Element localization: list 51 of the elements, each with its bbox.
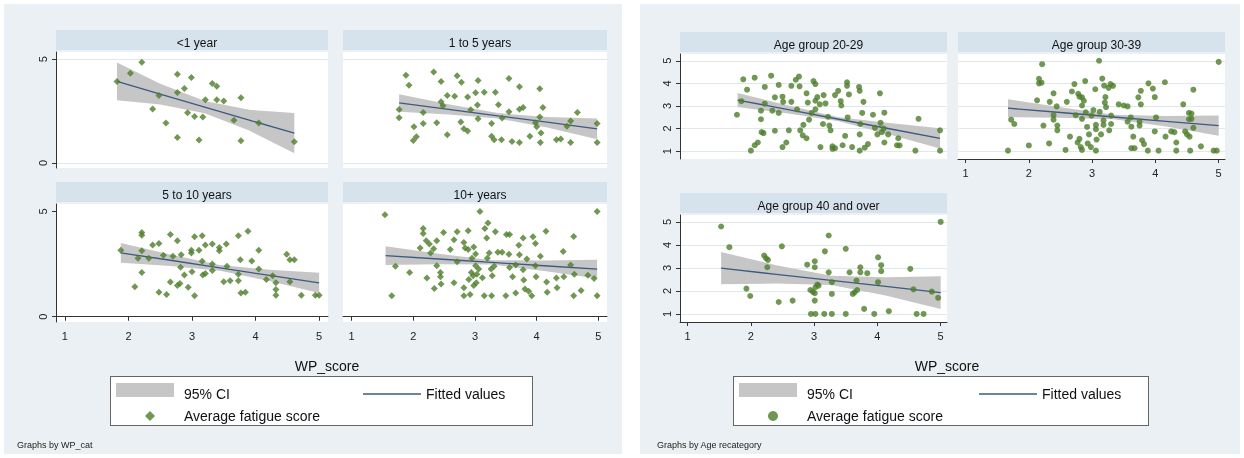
x-tick-label: 1: [962, 166, 969, 179]
text: Graphs by Age recategory: [657, 439, 763, 450]
y-tick-label: 5: [660, 218, 673, 225]
x-tick-label: 5: [937, 329, 944, 342]
x-tick-label: 4: [533, 329, 540, 342]
chart-title: 1 to 5 years: [448, 36, 512, 50]
x-tick-label: 3: [811, 329, 818, 342]
x-tick-label: 4: [1152, 166, 1159, 179]
y-tick-label: 4: [660, 241, 673, 248]
y-tick-label: 5: [36, 208, 49, 215]
y-tick-label: 1: [660, 148, 673, 155]
x-tick-label: 5: [1215, 166, 1222, 179]
x-tick-label: 5: [316, 329, 323, 342]
chart-title: Age group 30-39: [1051, 38, 1142, 52]
y-tick-label: 3: [660, 264, 673, 271]
y-tick-label: 5: [36, 56, 49, 63]
y-tick-label: 4: [660, 80, 673, 87]
x-tick-label: 4: [874, 329, 881, 342]
chart-title: Age group 40 and over: [757, 199, 880, 213]
y-tick-label: 1: [660, 310, 673, 318]
x-tick-label: 2: [1025, 166, 1032, 179]
y-tick-label: 5: [660, 57, 673, 64]
x-tick-label: 1: [61, 329, 68, 342]
chart-title: <1 year: [176, 36, 218, 50]
y-tick-label: 2: [660, 287, 673, 294]
y-tick-label: 2: [660, 125, 673, 132]
x-tick-label: 2: [125, 329, 132, 342]
x-axis-title: WP_score: [294, 358, 360, 374]
x-tick-label: 1: [348, 329, 355, 342]
text: Graphs by WP_cat: [17, 439, 94, 450]
chart-title: 5 to 10 years: [162, 188, 232, 202]
x-tick-label: 3: [188, 329, 196, 342]
text: 95% CI: [807, 386, 853, 402]
x-tick-label: 1: [684, 329, 691, 342]
x-tick-label: 3: [471, 329, 479, 342]
y-tick-label: 0: [36, 159, 49, 166]
legend-label: Fitted values: [1042, 386, 1122, 402]
y-tick-label: 3: [660, 102, 673, 109]
x-tick-label: 3: [1089, 166, 1096, 179]
x-tick-label: 5: [595, 329, 602, 342]
y-tick-label: 0: [36, 313, 49, 320]
chart-title: Age group 20-29: [773, 38, 864, 52]
chart-title: 10+ years: [453, 188, 507, 202]
legend-label: Average fatigue score: [807, 408, 944, 424]
x-tick-label: 2: [747, 329, 754, 342]
x-tick-label: 2: [410, 329, 417, 342]
legend-label: Average fatigue score: [184, 408, 321, 424]
x-tick-label: 4: [252, 329, 259, 342]
x-axis-title: WP_score: [914, 358, 980, 374]
legend-label: Fitted values: [426, 386, 506, 402]
text: 95% CI: [184, 386, 230, 402]
